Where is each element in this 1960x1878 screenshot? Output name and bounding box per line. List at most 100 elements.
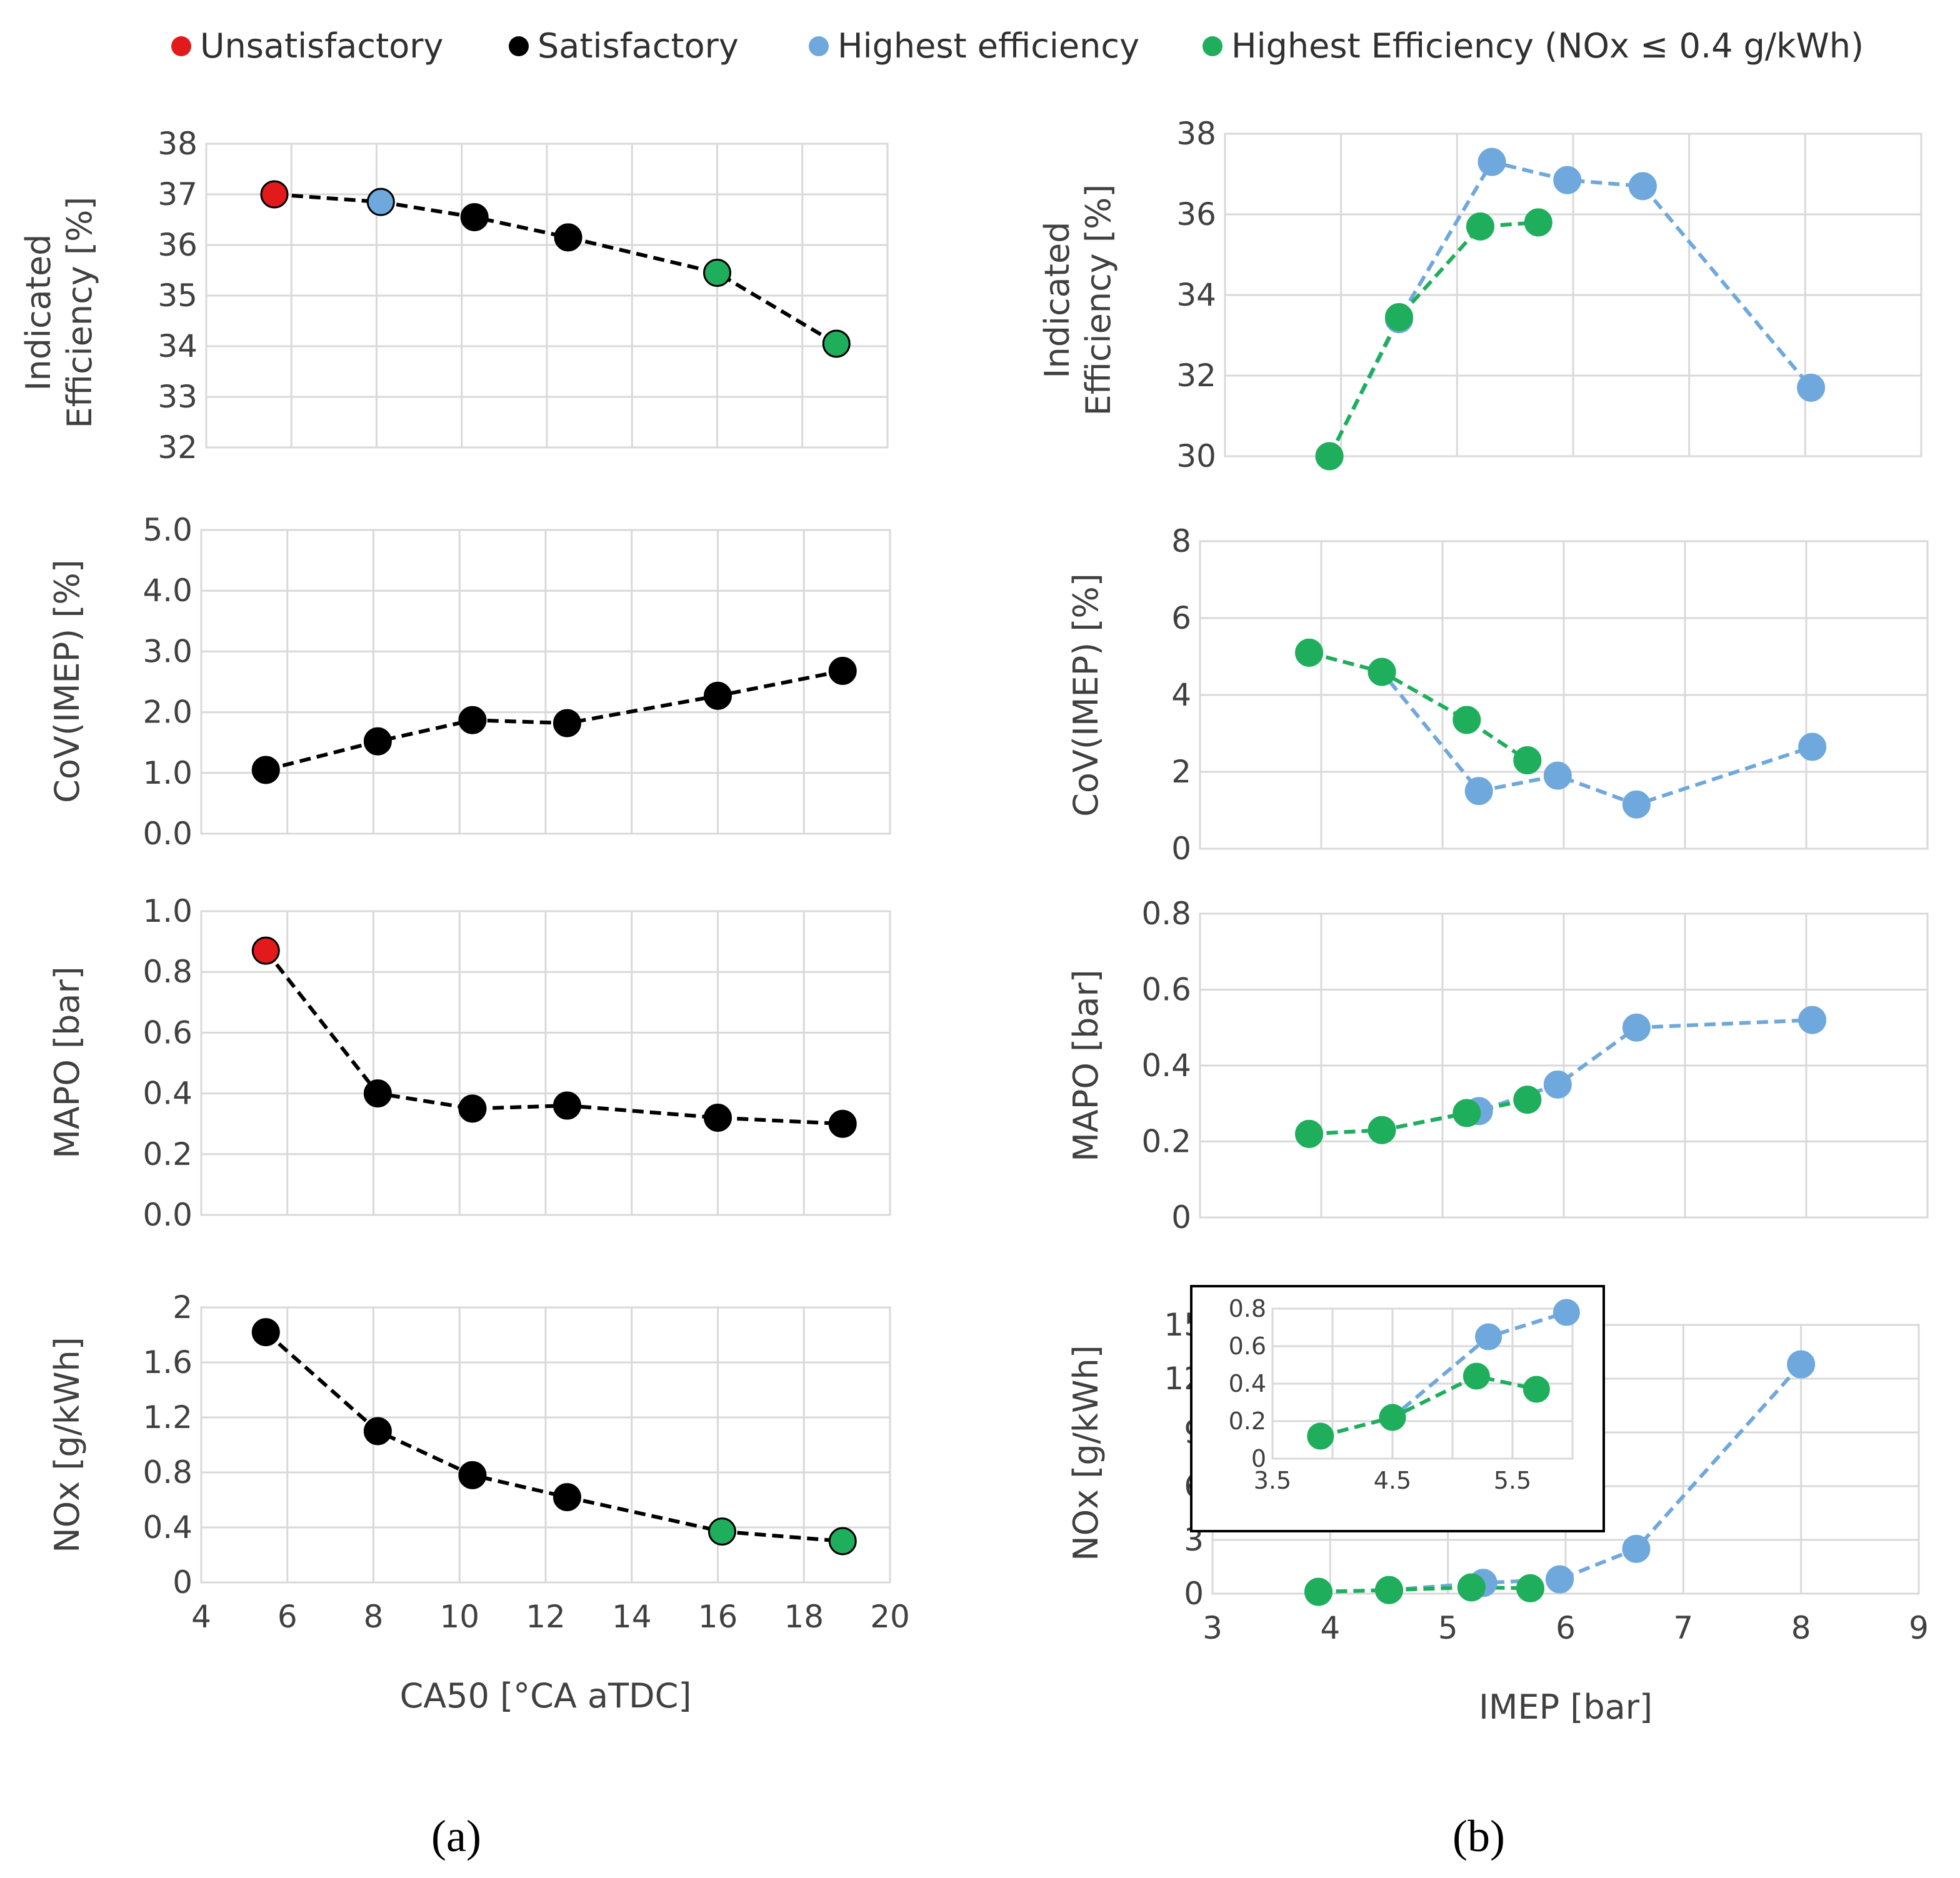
data-point [1478,147,1506,176]
x-tick-label: 5 [1438,1610,1458,1646]
y-tick-label: 0.8 [1141,896,1191,932]
y-tick-label: 0 [1171,1199,1191,1236]
x-tick-label: 3 [1202,1610,1222,1646]
plot-frame [1199,912,1929,1219]
legend-marker [1202,36,1222,56]
data-point [251,936,280,965]
data-point [1375,1576,1403,1604]
x-tick-label: 4 [1320,1610,1340,1646]
y-tick-label: 6 [1171,600,1191,636]
y-axis-label: NOx [g/kWh] [1066,1345,1106,1561]
x-tick-label: 4 [191,1599,211,1635]
y-tick-label: 33 [158,379,198,415]
data-point [1622,790,1651,819]
series-line [1328,220,1539,457]
y-tick-label: 3.0 [142,633,192,669]
chart-a2: 0.0 1.0 2.0 3.0 4.0 5.0 CoV(IMEP) [%] [48,512,891,852]
data-point [1464,777,1493,806]
y-tick-label: 0.0 [142,1197,192,1233]
x-tick-label: 20 [870,1599,910,1635]
x-tick-label: 8 [1791,1610,1811,1646]
y-tick-label: 0.2 [142,1136,192,1172]
data-point [1787,1350,1816,1379]
legend-marker [809,36,829,56]
plot-frame [200,910,891,1216]
data-point [828,657,857,686]
y-tick-label: 0.8 [1229,1295,1266,1322]
y-axis-label: IndicatedEfficiency [%] [19,197,99,429]
series-line [265,669,843,772]
legend-item: Satisfactory [509,26,739,66]
y-tick-label: 0.4 [142,1509,192,1546]
data-point [708,1517,736,1546]
y-tick-label: 0.8 [142,954,192,990]
y-tick-label: 30 [1176,438,1216,474]
data-point [1553,166,1582,194]
y-axis-label-line: Efficiency [%] [60,197,99,429]
panel-label-b: (b) [1452,1811,1505,1861]
data-point [552,1483,581,1512]
chart-b4_inset: 0 0.2 0.4 0.6 0.8 3.5 4.5 5.5 [1190,1285,1605,1532]
y-axis-label-line: Efficiency [%] [1079,184,1118,416]
legend-label: Satisfactory [538,26,739,66]
x-axis-label: IMEP [bar] [1479,1687,1652,1727]
data-point [1295,638,1324,667]
y-axis-label-line: NOx [g/kWh] [48,1337,87,1553]
y-axis-label: IndicatedEfficiency [%] [1038,184,1118,416]
y-tick-label: 0.2 [1141,1124,1191,1160]
x-tick-label: 6 [1556,1610,1576,1646]
legend-label: Highest efficiency [838,26,1139,66]
y-axis-label-line: MAPO [bar] [1066,969,1106,1161]
data-point [703,259,731,287]
data-point [552,709,581,737]
y-axis-label: MAPO [bar] [48,966,87,1158]
plot-frame [1199,540,1929,850]
y-tick-label: 5.0 [142,512,192,548]
legend-marker [509,36,529,56]
x-tick-label: 5.5 [1494,1467,1531,1494]
data-point [1368,657,1396,686]
data-point [1379,1404,1406,1431]
data-point [363,1079,392,1108]
data-point [1307,1422,1334,1450]
y-tick-label: 1.0 [142,755,192,791]
x-axis-label: CA50 [°CA aTDC] [400,1676,692,1716]
legend-item: Highest Efficiency (NOx ≤ 0.4 g/kWh) [1202,26,1864,66]
data-point [1462,1362,1490,1390]
data-point [1543,761,1572,790]
y-tick-label: 35 [158,277,198,314]
x-tick-label: 7 [1673,1610,1693,1646]
x-tick-label: 9 [1909,1610,1929,1646]
data-point [1295,1119,1324,1148]
data-point [828,1109,857,1138]
y-tick-label: 2.0 [142,694,192,731]
y-tick-label: 4.0 [142,572,192,609]
y-tick-label: 0 [1251,1445,1266,1472]
series-line [274,192,838,346]
y-axis-label-line: Indicated [19,234,58,391]
y-axis-label-line: CoV(IMEP) [%] [1066,573,1106,817]
plot-frame [205,142,889,449]
data-point [1543,1070,1572,1099]
data-point [552,1091,581,1120]
y-tick-label: 37 [158,176,198,212]
data-point [251,756,280,784]
x-tick-label: 16 [698,1599,738,1635]
panel-label-a: (a) [431,1811,481,1861]
data-point [1315,442,1344,471]
data-point [1522,1376,1550,1403]
y-axis-label: NOx [g/kWh] [48,1337,87,1553]
data-point [458,706,487,734]
data-point [1304,1577,1332,1606]
data-point [1798,1006,1827,1034]
data-point [458,1094,487,1123]
y-tick-label: 36 [158,227,198,263]
data-point [1798,732,1827,761]
legend-label: Unsatisfactory [200,26,443,66]
plot-frame [1224,132,1922,457]
y-axis-label: CoV(IMEP) [%] [1066,573,1106,817]
data-point [1452,1099,1481,1127]
data-point [1513,1086,1542,1114]
x-tick-label: 18 [784,1599,824,1635]
